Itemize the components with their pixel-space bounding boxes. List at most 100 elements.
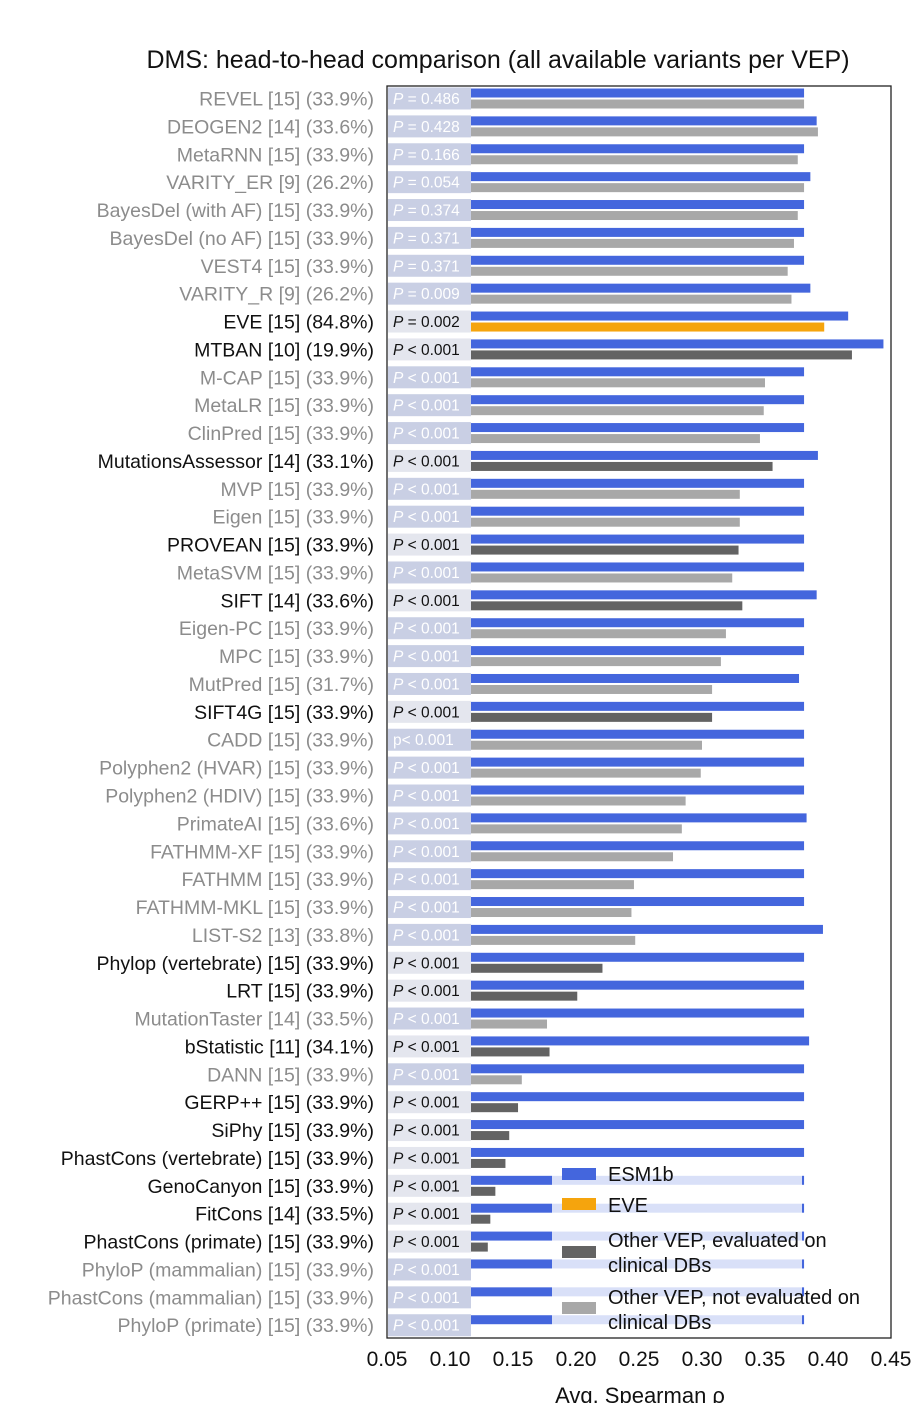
p-value-box — [388, 338, 471, 361]
vep-bar — [388, 322, 825, 332]
esm1b-bar — [388, 172, 811, 182]
legend-label-eve: EVE — [608, 1195, 648, 1217]
p-value: P < 0.001 — [393, 1150, 460, 1167]
esm1b-bar — [388, 1120, 805, 1130]
vep-bar — [388, 824, 682, 834]
p-value-box — [388, 1314, 471, 1337]
p-value-layer: P = 0.486 P = 0.428 P = 0.166 P = 0.054 P = … — [388, 87, 471, 1337]
p-value-box — [388, 254, 471, 277]
p-value-box — [388, 1035, 471, 1058]
p-value: P < 0.001 — [393, 453, 460, 470]
p-value: P < 0.001 — [393, 1178, 460, 1195]
chart-title: DMS: head-to-head comparison (all availa… — [146, 46, 849, 74]
x-tick-label: 0.25 — [619, 1348, 660, 1371]
vep-bar — [388, 434, 760, 444]
vep-label: MutationTaster [14] (33.5%) — [134, 1009, 374, 1031]
p-value-box — [388, 505, 471, 528]
vep-label: MutPred [15] (31.7%) — [189, 674, 374, 696]
p-value-box — [388, 756, 471, 779]
legend: ESM1b EVE Other VEP, evaluated on clinical … — [552, 1158, 860, 1334]
vep-bar — [388, 378, 765, 388]
x-tick-label: 0.40 — [808, 1348, 849, 1371]
vep-bar — [388, 740, 702, 750]
p-value-box — [388, 1007, 471, 1030]
p-value: P < 0.001 — [393, 370, 460, 387]
vep-label: LIST-S2 [13] (33.8%) — [192, 925, 374, 947]
vep-label: PhyloP (mammalian) [15] (33.9%) — [82, 1259, 374, 1281]
esm1b-bar — [388, 506, 805, 516]
esm1b-bar — [388, 618, 805, 628]
esm1b-bar — [388, 701, 805, 711]
esm1b-bar — [388, 478, 805, 488]
vep-label: FATHMM-XF [15] (33.9%) — [150, 841, 374, 863]
vep-bar — [388, 963, 603, 973]
vep-label: MPC [15] (33.9%) — [219, 646, 374, 668]
p-value: P < 0.001 — [393, 844, 460, 861]
vep-label: DANN [15] (33.9%) — [207, 1064, 374, 1086]
x-axis-ticks: 0.05 0.10 0.15 0.20 0.25 0.30 0.35 0.40 0.45 — [367, 1348, 912, 1371]
vep-label: Polyphen2 (HDIV) [15] (33.9%) — [105, 786, 374, 808]
vep-label: Polyphen2 (HVAR) [15] (33.9%) — [99, 758, 374, 780]
vep-bar — [388, 712, 713, 722]
p-value: P < 0.001 — [393, 1290, 460, 1307]
p-value-box — [388, 449, 471, 472]
vep-label: MetaSVM [15] (33.9%) — [177, 562, 374, 584]
vep-bar — [388, 684, 713, 694]
esm1b-bar — [388, 646, 805, 656]
esm1b-bar — [388, 116, 817, 126]
vep-label: M-CAP [15] (33.9%) — [200, 367, 374, 389]
p-value-box — [388, 784, 471, 807]
vep-label: PhastCons (primate) [15] (33.9%) — [84, 1232, 374, 1254]
esm1b-bar — [388, 367, 805, 377]
vep-bar — [388, 461, 773, 471]
legend-label-dark: Other VEP, evaluated on clinical DBs — [608, 1230, 827, 1277]
vep-bar — [388, 768, 701, 778]
vep-label: GERP++ [15] (33.9%) — [184, 1092, 374, 1114]
p-value-box — [388, 979, 471, 1002]
vep-label: GenoCanyon [15] (33.9%) — [147, 1176, 374, 1198]
x-tick-label: 0.20 — [556, 1348, 597, 1371]
p-value-box — [388, 896, 471, 919]
x-tick-label: 0.15 — [493, 1348, 534, 1371]
vep-bar — [388, 796, 686, 806]
vep-bar — [388, 573, 733, 583]
vep-label: MVP [15] (33.9%) — [220, 479, 374, 501]
vep-bar — [388, 629, 726, 639]
legend-label-light: Other VEP, not evaluated on clinical DBs — [608, 1287, 860, 1334]
p-value: P = 0.428 — [393, 119, 460, 136]
p-value-box — [388, 728, 471, 751]
vep-label: LRT [15] (33.9%) — [226, 981, 374, 1003]
vep-bar — [388, 908, 632, 918]
legend-swatch-dark — [562, 1246, 596, 1258]
p-value: P < 0.001 — [393, 1067, 460, 1084]
p-value-box — [388, 1119, 471, 1142]
esm1b-bar — [388, 897, 805, 907]
p-value-box — [388, 282, 471, 305]
p-value: P < 0.001 — [393, 900, 460, 917]
p-value: P < 0.001 — [393, 398, 460, 415]
esm1b-bar — [388, 924, 823, 934]
esm1b-bar — [388, 785, 805, 795]
legend-swatch-light — [562, 1302, 596, 1314]
vep-label: Eigen [15] (33.9%) — [212, 507, 374, 529]
p-value: P = 0.374 — [393, 203, 460, 220]
p-value-box — [388, 87, 471, 110]
esm1b-bar — [388, 841, 805, 851]
plot-frame — [386, 85, 892, 1339]
esm1b-bar — [388, 283, 811, 293]
vep-label: SiPhy [15] (33.9%) — [211, 1120, 374, 1142]
vep-label: Phylop (vertebrate) [15] (33.9%) — [97, 953, 374, 975]
esm1b-bar — [388, 1008, 805, 1018]
p-value: P < 0.001 — [393, 342, 460, 359]
p-value: P < 0.001 — [393, 983, 460, 1000]
vep-bar — [388, 489, 740, 499]
vep-bar — [388, 155, 798, 165]
p-value-box — [388, 477, 471, 500]
vep-label: VARITY_R [9] (26.2%) — [179, 284, 374, 306]
vep-label: Eigen-PC [15] (33.9%) — [179, 618, 374, 640]
p-value: P < 0.001 — [393, 481, 460, 498]
p-value-box — [388, 310, 471, 333]
p-value-box — [388, 422, 471, 445]
esm1b-bar — [388, 590, 817, 600]
p-value: P < 0.001 — [393, 1234, 460, 1251]
